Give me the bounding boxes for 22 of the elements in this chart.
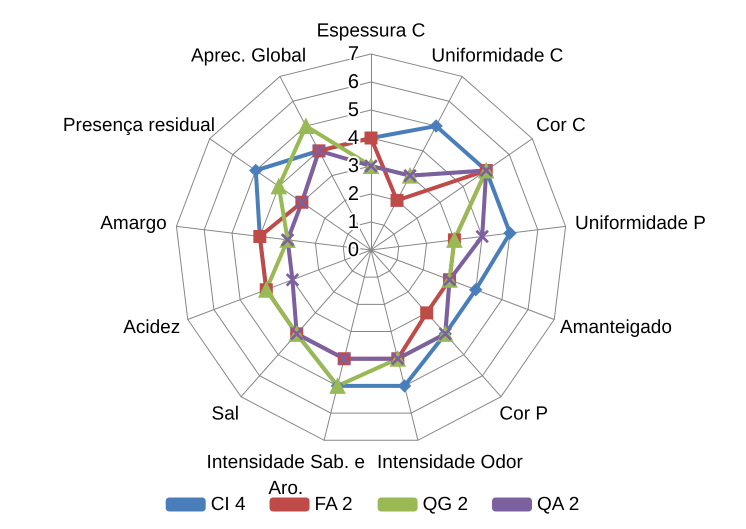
legend-label: QA 2 <box>537 494 580 515</box>
spoke-label: Uniformidade C <box>431 46 564 67</box>
legend-label: CI 4 <box>210 494 246 515</box>
y-tick-label: 1 <box>348 211 359 233</box>
y-tick-label: 6 <box>348 71 359 93</box>
spoke-label: Presença residual <box>62 115 215 136</box>
y-tick-label: 5 <box>348 99 359 121</box>
spoke-label: Espessura C <box>316 20 426 42</box>
spoke-label: Cor P <box>499 403 548 424</box>
y-tick-label: 0 <box>348 239 359 261</box>
spoke-label: Intensidade Odor <box>377 452 524 474</box>
spoke-label: Amanteigado <box>560 317 672 338</box>
spoke-label: Acidez <box>123 317 180 338</box>
spoke-label: Uniformidade P <box>575 213 706 234</box>
y-tick-label: 7 <box>348 43 359 65</box>
spoke-label: Sal <box>212 403 240 424</box>
legend-label: QG 2 <box>422 494 468 515</box>
legend-label: FA 2 <box>314 494 353 515</box>
spoke-label: Aprec. Global <box>190 46 306 67</box>
spoke-label: Amargo <box>100 213 167 234</box>
spoke-label: Cor C <box>536 115 586 136</box>
y-tick-label: 2 <box>348 183 359 205</box>
